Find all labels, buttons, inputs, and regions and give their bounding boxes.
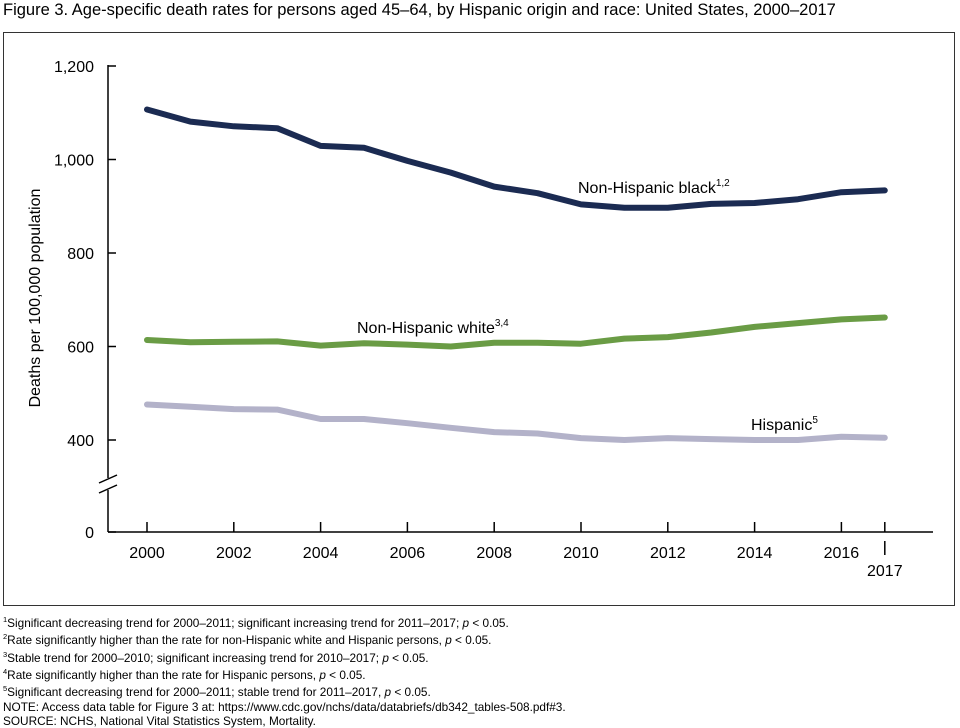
data-point <box>840 191 842 193</box>
data-point <box>884 189 886 191</box>
data-point <box>667 207 669 209</box>
data-point <box>623 338 625 340</box>
data-point <box>623 207 625 209</box>
data-point <box>146 108 148 110</box>
series-label: Non-Hispanic black1,2 <box>578 178 730 197</box>
x-tick-label: 2016 <box>824 545 860 562</box>
data-point <box>710 438 712 440</box>
footnote-5: 5Significant decreasing trend for 2000–2… <box>3 684 431 700</box>
data-point <box>884 317 886 319</box>
footnote-1: 1Significant decreasing trend for 2000–2… <box>3 615 509 630</box>
series-line-non-hispanic-white <box>144 314 888 350</box>
data-point <box>406 160 408 162</box>
data-point <box>710 331 712 333</box>
data-point <box>276 409 278 411</box>
x-tick-label: 2000 <box>129 545 165 562</box>
source-note: SOURCE: NCHS, National Vital Statistics … <box>3 714 316 728</box>
axis-break-mark <box>98 484 118 494</box>
data-point <box>580 203 582 205</box>
x-tick-label: 2014 <box>737 545 773 562</box>
series-label: Hispanic5 <box>751 415 818 434</box>
series-label: Non-Hispanic white3,4 <box>357 318 509 337</box>
y-tick-label: 1,000 <box>54 153 94 170</box>
x-tick-label: 2010 <box>563 545 599 562</box>
x-tick-label: 2002 <box>216 545 252 562</box>
x-tick-label: 2017 <box>867 563 903 580</box>
data-point <box>450 172 452 174</box>
data-point <box>797 439 799 441</box>
data-point <box>363 342 365 344</box>
data-point <box>537 342 539 344</box>
data-point <box>537 432 539 434</box>
y-tick-label: 0 <box>85 525 94 542</box>
data-point <box>797 198 799 200</box>
y-tick-label: 1,200 <box>54 59 94 76</box>
footnote-4: 4Rate significantly higher than the rate… <box>3 666 366 682</box>
footnote-3: 3Stable trend for 2000–2010; significant… <box>3 649 429 665</box>
data-point <box>233 408 235 410</box>
y-tick-label: 800 <box>67 246 94 263</box>
axis-break-mark <box>98 474 118 484</box>
series-line-non-hispanic-black <box>144 106 888 211</box>
data-point <box>450 427 452 429</box>
data-point <box>840 436 842 438</box>
data-point <box>233 341 235 343</box>
data-point <box>363 418 365 420</box>
figure-title: Figure 3. Age-specific death rates for p… <box>3 1 836 19</box>
data-point <box>493 431 495 433</box>
data-point <box>493 186 495 188</box>
data-point <box>754 202 756 204</box>
data-point <box>493 342 495 344</box>
x-tick-label: 2008 <box>476 545 512 562</box>
data-point <box>580 437 582 439</box>
data-point <box>537 192 539 194</box>
footnotes: 1Significant decreasing trend for 2000–2… <box>3 613 566 728</box>
data-point <box>276 340 278 342</box>
x-tick-label: 2006 <box>390 545 426 562</box>
data-point <box>146 403 148 405</box>
data-point <box>189 341 191 343</box>
data-point <box>146 339 148 341</box>
data-point <box>710 203 712 205</box>
data-point <box>623 439 625 441</box>
data-point <box>276 127 278 129</box>
chart-frame <box>3 32 955 606</box>
y-tick-label: 600 <box>67 340 94 357</box>
data-point <box>233 125 235 127</box>
data-point <box>754 326 756 328</box>
data-point <box>189 406 191 408</box>
footnote-2: 2Rate significantly higher than the rate… <box>3 632 492 648</box>
data-point <box>667 437 669 439</box>
data-point <box>320 418 322 420</box>
data-table-note: NOTE: Access data table for Figure 3 at:… <box>3 699 566 714</box>
data-point <box>754 439 756 441</box>
x-tick-label: 2012 <box>650 545 686 562</box>
data-point <box>320 345 322 347</box>
data-point <box>406 344 408 346</box>
data-point <box>884 437 886 439</box>
data-point <box>580 343 582 345</box>
data-point <box>667 336 669 338</box>
y-axis-title: Deaths per 100,000 population <box>27 189 44 408</box>
x-tick-label: 2004 <box>303 545 339 562</box>
data-point <box>363 147 365 149</box>
line-chart: 0 400 600 800 1,000 1,200 2000 2002 2004 2006 2008… <box>27 59 933 580</box>
data-point <box>189 121 191 123</box>
data-point <box>450 346 452 347</box>
data-point <box>320 145 322 147</box>
series-line-hispanic <box>144 401 888 443</box>
data-point <box>840 318 842 320</box>
data-point <box>797 322 799 324</box>
data-point <box>406 422 408 424</box>
y-tick-label: 400 <box>67 433 94 450</box>
